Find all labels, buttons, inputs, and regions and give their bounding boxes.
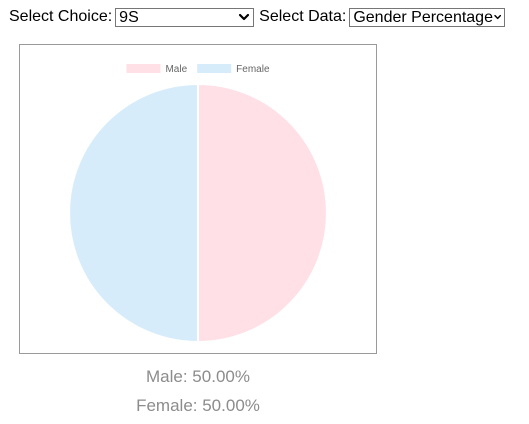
legend-label-male[interactable]: Male	[165, 64, 187, 75]
data-select[interactable]: Gender Percentage	[349, 7, 506, 27]
legend-label-female[interactable]: Female	[236, 64, 270, 75]
pie-slices	[68, 82, 328, 344]
legend-swatch-female[interactable]	[197, 64, 232, 73]
choice-select-value: 9S	[119, 8, 139, 26]
chevron-down-icon	[239, 13, 250, 21]
legend-swatch-male[interactable]	[126, 64, 161, 73]
data-label: Select Data:	[259, 8, 347, 25]
choice-select[interactable]: 9S	[115, 7, 255, 27]
pie-chart-panel: Male Female	[19, 44, 377, 354]
controls-bar: Select Choice: 9S Select Data: Gender Pe…	[9, 6, 506, 28]
chart-legend: Male Female	[126, 64, 270, 75]
pie-slice-female[interactable]	[68, 82, 199, 344]
choice-label: Select Choice:	[9, 8, 113, 25]
pie-slice-male[interactable]	[197, 82, 328, 344]
summary-male: Male: 50.00%	[146, 367, 250, 386]
chevron-down-icon	[494, 14, 502, 20]
pie-chart: Male Female	[68, 64, 328, 344]
data-select-value: Gender Percentage	[353, 8, 493, 26]
summary-female: Female: 50.00%	[136, 396, 260, 415]
